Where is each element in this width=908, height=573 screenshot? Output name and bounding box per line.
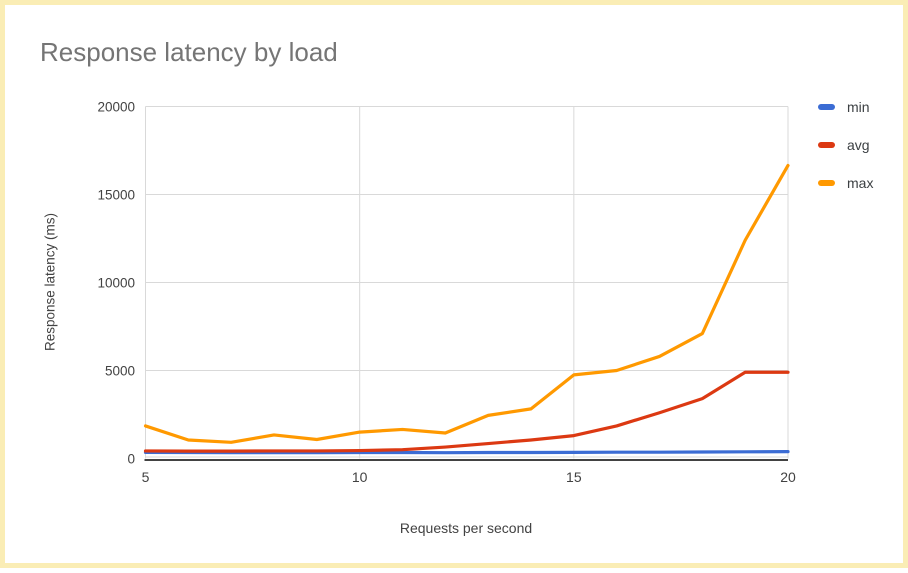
series-min-line[interactable] bbox=[143, 450, 790, 455]
y-tick-label: 5000 bbox=[105, 364, 135, 379]
legend: min avg max bbox=[818, 97, 873, 211]
series-max-line[interactable] bbox=[143, 163, 790, 444]
legend-item-avg[interactable]: avg bbox=[818, 135, 873, 155]
x-tick-label: 20 bbox=[780, 469, 796, 485]
legend-label-avg: avg bbox=[847, 137, 870, 153]
y-axis-title: Response latency (ms) bbox=[42, 212, 58, 352]
chart-plot-area: 0 5000 10000 15000 20000 5 10 15 20 bbox=[97, 100, 796, 486]
chart-title: Response latency by load bbox=[40, 37, 338, 67]
x-tick-label: 10 bbox=[352, 469, 368, 485]
x-axis-title: Requests per second bbox=[399, 520, 533, 536]
series-avg-line[interactable] bbox=[143, 370, 790, 453]
legend-swatch-min bbox=[818, 104, 835, 110]
y-tick-label: 20000 bbox=[97, 100, 135, 115]
legend-swatch-avg bbox=[818, 142, 835, 148]
legend-label-max: max bbox=[847, 175, 874, 191]
legend-item-min[interactable]: min bbox=[818, 97, 873, 117]
legend-label-min: min bbox=[847, 99, 870, 115]
legend-item-max[interactable]: max bbox=[818, 173, 873, 193]
y-tick-label: 10000 bbox=[97, 276, 135, 291]
legend-swatch-max bbox=[818, 180, 835, 186]
x-tick-label: 15 bbox=[566, 469, 582, 485]
y-tick-label: 15000 bbox=[97, 188, 135, 203]
y-tick-label: 0 bbox=[127, 452, 135, 467]
x-tick-label: 5 bbox=[142, 469, 150, 485]
